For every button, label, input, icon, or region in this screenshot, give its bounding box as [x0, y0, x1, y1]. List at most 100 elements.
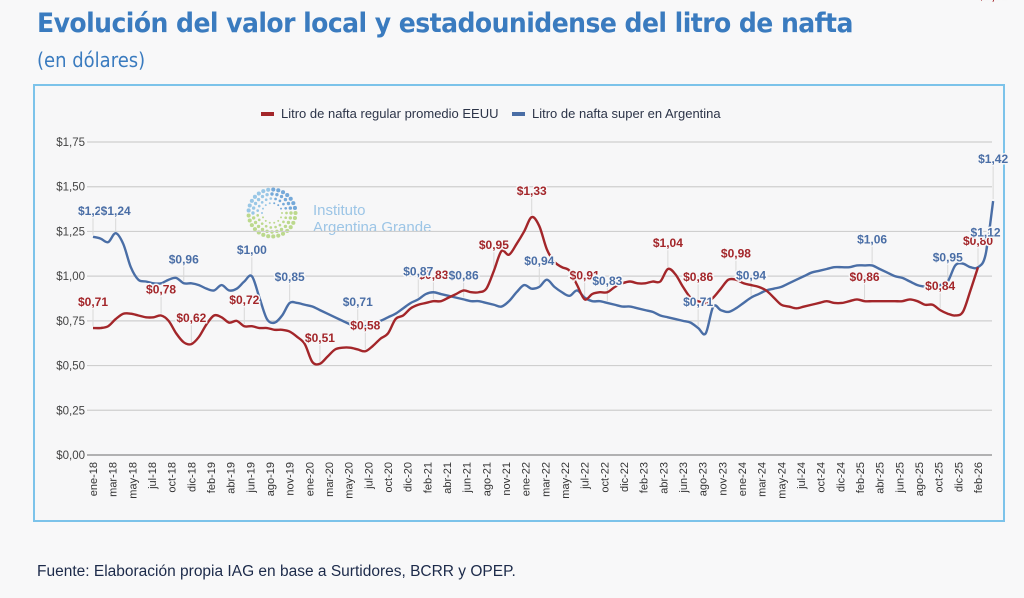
logo-dot	[257, 218, 261, 222]
logo-dot	[252, 227, 257, 232]
data-label: $0,71	[78, 295, 108, 309]
logo-dot	[268, 221, 271, 224]
logo-dot	[261, 212, 263, 214]
data-label: $0,86	[449, 268, 479, 282]
data-label: $0,71	[683, 295, 713, 309]
x-tick-label: may-18	[127, 462, 139, 499]
data-label: $1,22	[78, 204, 108, 218]
chart-title: Evolución del valor local y estadouniden…	[37, 8, 853, 39]
logo-dot	[286, 220, 291, 225]
x-tick-label: mar-20	[324, 462, 336, 497]
logo-dot	[247, 218, 252, 223]
logo-dot	[251, 211, 255, 215]
x-tick-label: ene-22	[521, 462, 533, 496]
logo-dot	[288, 225, 293, 230]
logo-dot	[279, 227, 284, 232]
logo-dot	[282, 202, 285, 206]
logo-dot	[264, 204, 267, 207]
logo-dot	[261, 216, 264, 219]
x-tick-label: nov-21	[501, 462, 513, 496]
data-label: $0,71	[343, 295, 373, 309]
x-tick-label: jun-25	[894, 462, 906, 494]
logo-dot	[264, 198, 268, 202]
data-label: $0,51	[305, 331, 335, 345]
x-tick-label: mar-18	[108, 462, 120, 497]
logo-dot	[260, 227, 265, 232]
x-tick-label: dic-20	[403, 462, 415, 492]
data-label: $1,06	[857, 232, 887, 246]
data-label: $0,91	[570, 268, 600, 282]
logo-dot	[285, 193, 290, 198]
logo-dot	[271, 187, 276, 192]
logo-dot	[264, 224, 268, 228]
data-label: $0,94	[736, 269, 766, 283]
logo-dot	[257, 204, 261, 208]
legend-swatch-ar	[512, 112, 525, 116]
x-tick-label: dic-24	[835, 462, 847, 492]
logo-dot	[261, 207, 264, 210]
logo-dot	[273, 221, 276, 224]
logo-dot	[266, 234, 271, 239]
data-label: $0,84	[925, 279, 955, 293]
logo-dot	[280, 216, 283, 219]
logo-dot	[285, 211, 288, 215]
x-tick-label: ene-18	[88, 462, 100, 496]
logo-dot	[256, 224, 261, 229]
chart-subtitle: (en dólares)	[37, 48, 146, 72]
logo-dot	[246, 208, 251, 213]
data-label: $0,96	[169, 252, 199, 266]
y-tick-label: $0,00	[56, 450, 85, 462]
logo-dot	[266, 187, 271, 192]
logo-dot	[271, 234, 276, 239]
x-tick-label: jun-19	[245, 462, 257, 494]
data-label: $0,85	[275, 270, 305, 284]
logo-dot	[247, 203, 252, 208]
logo-dot	[274, 197, 277, 201]
logo-dot	[288, 206, 293, 210]
logo-dot	[292, 205, 298, 210]
logo-dot	[289, 211, 293, 215]
logo-dot	[269, 226, 273, 229]
legend-swatch-us	[261, 112, 274, 116]
logo-dot	[253, 201, 258, 206]
data-label: $0,94	[524, 254, 554, 268]
y-tick-label: $1,75	[56, 137, 85, 149]
logo-dot	[256, 209, 260, 212]
data-label: $1,33	[517, 184, 547, 198]
watermark-text-line1: Instituto	[313, 202, 366, 219]
x-tick-label: feb-21	[422, 462, 434, 493]
logo-dot	[251, 206, 256, 210]
logo-dot	[256, 191, 261, 196]
logo-dot	[246, 213, 251, 218]
x-tick-label: may-20	[344, 462, 356, 499]
data-label: $0,78	[146, 282, 176, 296]
x-tick-label: jul-20	[363, 462, 375, 490]
logo-dot	[288, 216, 293, 220]
data-label: $0,80	[963, 234, 993, 248]
data-label: $0,86	[850, 270, 880, 284]
logo-dot	[284, 216, 288, 220]
data-label: $1,24	[101, 204, 131, 218]
x-tick-label: oct-18	[167, 462, 179, 493]
logo-dot	[260, 194, 265, 199]
y-tick-label: $0,50	[56, 361, 85, 373]
x-tick-label: mar-24	[757, 462, 769, 497]
logo-dot	[269, 197, 273, 200]
data-label: $0,72	[229, 293, 259, 307]
y-tick-label: $0,75	[56, 316, 85, 328]
x-tick-label: may-24	[776, 462, 788, 499]
logo-dot	[277, 219, 280, 222]
data-label: $0,83	[592, 274, 622, 288]
x-tick-label: dic-25	[953, 462, 965, 492]
logo-dot	[281, 212, 283, 214]
x-tick-label: abr-25	[875, 462, 887, 494]
logo-dot	[252, 194, 257, 199]
data-label: $1,00	[237, 243, 267, 257]
logo-dot	[268, 202, 271, 205]
logo-dot	[278, 223, 282, 227]
logo-dot	[284, 206, 288, 210]
x-tick-label: jul-18	[147, 462, 159, 490]
y-tick-label: $1,00	[56, 271, 85, 283]
logo-dot	[276, 188, 281, 193]
data-label: $0,62	[176, 311, 206, 325]
